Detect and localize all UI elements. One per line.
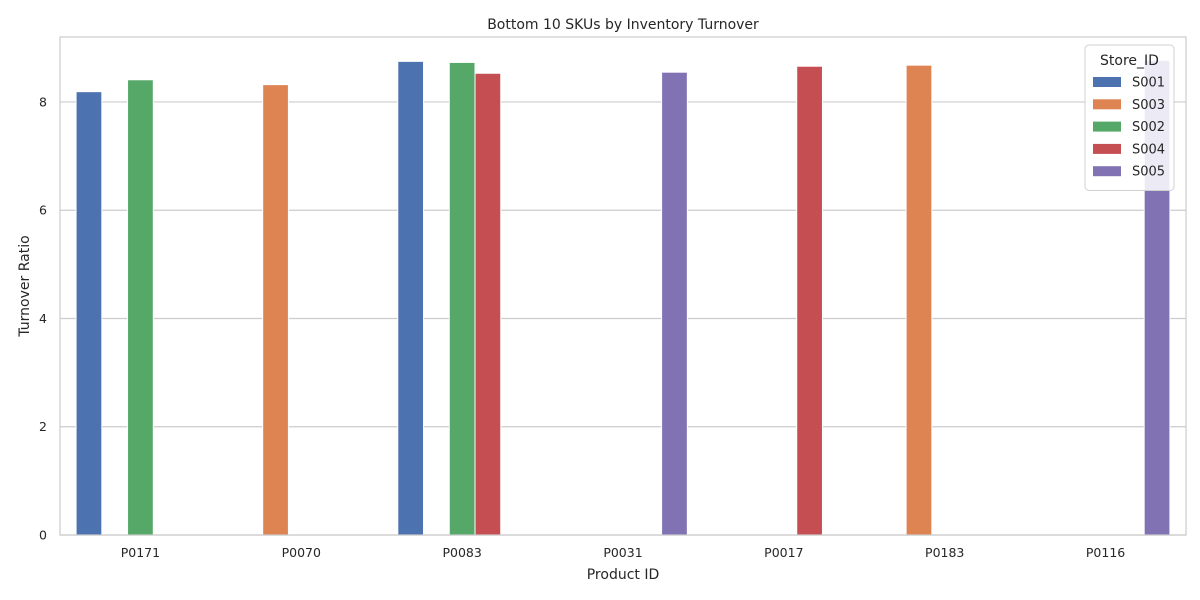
plot-frame — [59, 36, 1187, 536]
x-tick-labels: P0171 P0070 P0083 P0031 P0017 P0183 P0116 — [121, 545, 1126, 560]
x-axis-label: Product ID — [587, 567, 660, 583]
y-tick-labels: 0 2 4 6 8 — [39, 94, 47, 542]
bar-s002-p0083 — [448, 61, 476, 536]
bar-s004-p0017 — [796, 65, 823, 536]
bar-s005-p0031 — [661, 71, 688, 536]
gridlines — [60, 101, 1186, 536]
x-tick-label: P0031 — [603, 545, 642, 560]
x-tick-label: P0183 — [925, 545, 964, 560]
bar-s001-p0083 — [397, 60, 425, 536]
y-tick-label: 6 — [39, 203, 47, 218]
legend-swatch-s005 — [1093, 166, 1121, 177]
x-tick-label: P0017 — [764, 545, 803, 560]
x-tick-label: P0116 — [1086, 545, 1125, 560]
x-tick-label: P0083 — [442, 545, 481, 560]
x-tick-label: P0171 — [121, 545, 160, 560]
legend-swatch-s002 — [1093, 121, 1121, 132]
legend-label-s002: S002 — [1132, 120, 1165, 135]
legend: Store_ID S001 S003 S002 S004 S005 — [1084, 44, 1175, 191]
y-tick-label: 8 — [39, 94, 47, 109]
legend-label-s003: S003 — [1132, 98, 1165, 113]
bar-s003-p0070 — [262, 84, 289, 536]
y-axis-label: Turnover Ratio — [17, 235, 33, 337]
legend-title: Store_ID — [1100, 53, 1159, 69]
legend-swatch-s001 — [1093, 77, 1121, 87]
bar-s002-p0171 — [127, 79, 154, 536]
bars — [75, 59, 1171, 536]
y-tick-label: 4 — [39, 311, 47, 326]
y-tick-label: 2 — [39, 419, 47, 434]
chart-title: Bottom 10 SKUs by Inventory Turnover — [487, 17, 759, 33]
x-tick-label: P0070 — [282, 545, 321, 560]
bar-s004-p0083 — [474, 72, 502, 536]
legend-swatch-s003 — [1093, 99, 1121, 110]
legend-label-s005: S005 — [1132, 165, 1165, 180]
legend-label-s001: S001 — [1132, 76, 1165, 91]
bar-s001-p0171 — [75, 91, 103, 536]
legend-label-s004: S004 — [1132, 142, 1165, 157]
legend-swatch-s004 — [1093, 143, 1121, 154]
bar-s003-p0183 — [905, 64, 933, 536]
y-tick-label: 0 — [39, 528, 47, 543]
